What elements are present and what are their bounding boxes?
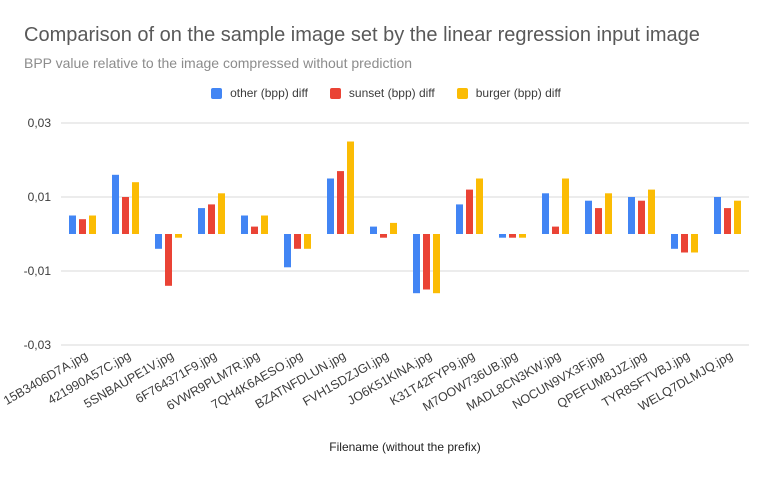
bar-burger	[519, 234, 526, 238]
bar-burger	[562, 178, 569, 234]
bar-other	[456, 204, 463, 234]
bar-burger	[132, 182, 139, 234]
bar-burger	[175, 234, 182, 238]
bar-sunset	[337, 171, 344, 234]
bar-burger	[89, 215, 96, 234]
bar-burger	[390, 222, 397, 234]
legend-swatch-sunset	[329, 87, 341, 99]
bar-other	[327, 178, 334, 234]
bar-sunset	[294, 234, 301, 249]
bar-burger	[433, 234, 440, 294]
y-tick-label: 0,03	[28, 116, 52, 130]
bar-other	[284, 234, 291, 268]
bar-other	[112, 174, 119, 234]
y-tick-label: -0,03	[24, 338, 52, 352]
chart-subtitle: BPP value relative to the image compress…	[24, 55, 413, 71]
legend-item-sunset[interactable]: sunset (bpp) diff	[329, 86, 435, 100]
bar-burger	[261, 215, 268, 234]
bar-sunset	[552, 226, 559, 234]
bar-other	[671, 234, 678, 249]
legend-swatch-other	[211, 87, 223, 99]
legend-label-other: other (bpp) diff	[230, 86, 308, 100]
legend-swatch-burger	[456, 87, 468, 99]
bar-other	[69, 215, 76, 234]
bar-sunset	[208, 204, 215, 234]
y-tick-label: 0,01	[28, 190, 52, 204]
bar-burger	[218, 193, 225, 234]
bar-burger	[605, 193, 612, 234]
bar-sunset	[638, 200, 645, 234]
bar-other	[714, 197, 721, 234]
bar-burger	[347, 141, 354, 234]
bar-other	[499, 234, 506, 238]
bar-burger	[734, 200, 741, 234]
bar-burger	[476, 178, 483, 234]
legend-label-sunset: sunset (bpp) diff	[348, 86, 435, 100]
bar-burger	[648, 189, 655, 234]
bar-sunset	[251, 226, 258, 234]
bar-sunset	[595, 208, 602, 234]
bar-other	[542, 193, 549, 234]
y-tick-label: -0,01	[24, 264, 52, 278]
bar-sunset	[509, 234, 516, 238]
bar-sunset	[79, 219, 86, 234]
x-axis-title: Filename (without the prefix)	[329, 440, 480, 454]
legend-label-burger: burger (bpp) diff	[475, 86, 561, 100]
bar-sunset	[165, 234, 172, 286]
bar-other	[413, 234, 420, 294]
bar-other	[370, 226, 377, 234]
bar-sunset	[681, 234, 688, 253]
chart-title: Comparison of on the sample image set by…	[24, 24, 700, 46]
bar-sunset	[724, 208, 731, 234]
bar-sunset	[122, 197, 129, 234]
legend: other (bpp) diff sunset (bpp) diff burge…	[0, 86, 772, 100]
bar-sunset	[466, 189, 473, 234]
bar-other	[585, 200, 592, 234]
bar-other	[241, 215, 248, 234]
legend-item-burger[interactable]: burger (bpp) diff	[456, 86, 561, 100]
legend-item-other[interactable]: other (bpp) diff	[211, 86, 308, 100]
bar-burger	[691, 234, 698, 253]
bar-other	[198, 208, 205, 234]
bar-other	[155, 234, 162, 249]
bar-sunset	[380, 234, 387, 238]
bar-other	[628, 197, 635, 234]
bar-sunset	[423, 234, 430, 290]
bar-burger	[304, 234, 311, 249]
